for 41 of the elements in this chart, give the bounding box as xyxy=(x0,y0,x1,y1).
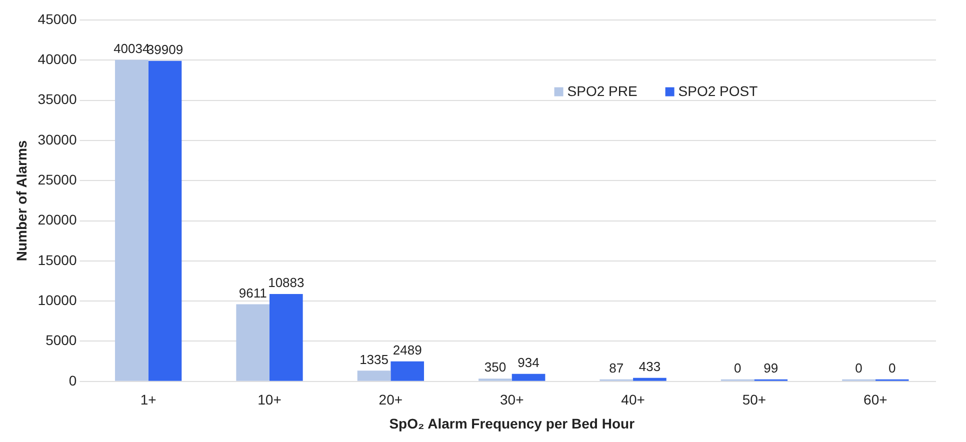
x-tick-label: 1+ xyxy=(140,392,156,408)
bar xyxy=(512,374,546,381)
bar xyxy=(390,361,424,381)
y-tick-label: 10000 xyxy=(38,292,77,308)
bar xyxy=(357,370,391,381)
y-tick-label: 35000 xyxy=(38,91,77,108)
data-label: 2489 xyxy=(392,342,422,358)
x-tick-label: 10+ xyxy=(258,392,282,408)
x-tick-label: 30+ xyxy=(500,392,524,408)
y-tick-label: 5000 xyxy=(46,332,77,348)
x-tick-label: 60+ xyxy=(864,392,888,408)
data-label: 0 xyxy=(855,360,862,376)
bar xyxy=(633,378,666,381)
y-tick-label: 15000 xyxy=(38,252,77,268)
legend-label: SPO2 PRE xyxy=(567,83,638,100)
data-label: 99 xyxy=(764,360,778,376)
data-label: 0 xyxy=(734,360,742,376)
data-label: 433 xyxy=(638,359,661,374)
x-axis-title: SpO₂ Alarm Frequency per Bed Hour xyxy=(389,415,636,432)
x-tick-label: 40+ xyxy=(621,392,645,408)
bar xyxy=(236,304,270,381)
data-label: 10883 xyxy=(268,275,304,290)
data-label: 87 xyxy=(609,360,624,376)
y-tick-label: 45000 xyxy=(38,10,77,27)
bar xyxy=(148,60,182,381)
y-tick-label: 0 xyxy=(68,372,77,388)
x-tick-label: 50+ xyxy=(742,392,766,408)
data-label: 0 xyxy=(888,360,896,376)
data-label: 350 xyxy=(484,360,506,375)
data-label: 1335 xyxy=(360,352,388,367)
bar xyxy=(114,60,148,381)
y-tick-label: 30000 xyxy=(38,131,77,148)
x-tick-label: 20+ xyxy=(378,392,403,408)
bar xyxy=(270,294,303,381)
data-label: 934 xyxy=(518,354,540,370)
y-axis-title: Number of Alarms xyxy=(13,140,30,262)
y-tick-label: 20000 xyxy=(38,212,77,228)
legend-label: SPO2 POST xyxy=(678,83,758,100)
y-tick-label: 40000 xyxy=(38,51,77,68)
data-label: 9611 xyxy=(238,285,267,300)
y-tick-label: 25000 xyxy=(38,171,77,188)
